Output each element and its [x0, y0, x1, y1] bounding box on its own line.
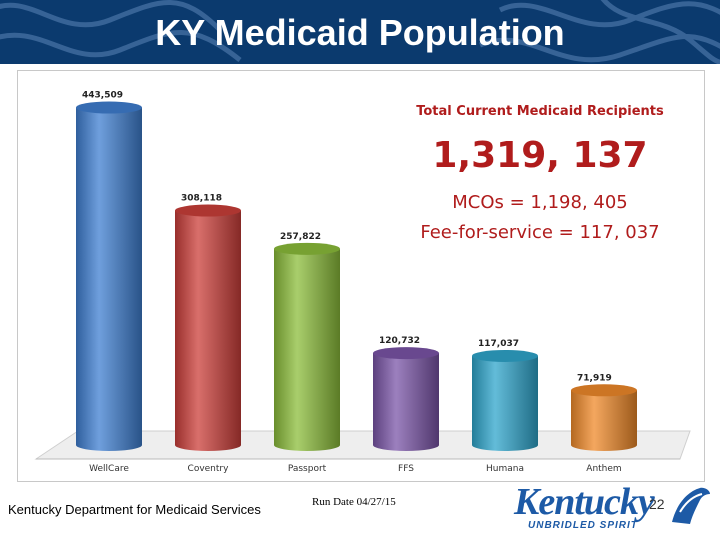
data-label-passport: 257,822	[280, 232, 321, 242]
horse-head-icon	[672, 487, 710, 524]
category-label-humana: Humana	[486, 464, 524, 474]
page-number: 22	[649, 496, 665, 512]
footer-department: Kentucky Department for Medicaid Service…	[8, 502, 261, 517]
data-label-coventry: 308,118	[181, 194, 222, 204]
bar-humana	[472, 349, 538, 451]
fee-for-service-line: Fee-for-service = 117, 037	[420, 222, 659, 243]
data-label-humana: 117,037	[478, 339, 519, 349]
category-label-wellcare: WellCare	[89, 464, 129, 474]
data-label-ffs: 120,732	[379, 336, 420, 346]
category-label-coventry: Coventry	[188, 464, 230, 474]
kentucky-logo: Kentucky UNBRIDLED SPIRIT	[506, 480, 716, 536]
data-label-anthem: 71,919	[577, 373, 612, 383]
logo-wordmark: Kentucky	[514, 481, 655, 523]
slide-title: KY Medicaid Population	[155, 12, 565, 53]
category-label-passport: Passport	[288, 464, 327, 474]
total-recipients-value: 1,319, 137	[432, 135, 647, 176]
bar-chart: 443,509 WellCare 308,118 Coventry 257,822 Pas…	[34, 91, 691, 474]
chart-frame: 443,509 WellCare 308,118 Coventry 257,822 Pas…	[17, 70, 705, 482]
total-recipients-heading: Total Current Medicaid Recipients	[416, 104, 664, 119]
data-label-wellcare: 443,509	[82, 91, 123, 101]
footer-run-date: Run Date 04/27/15	[312, 496, 396, 508]
slide-header: KY Medicaid Population	[0, 0, 720, 64]
logo-tagline: UNBRIDLED SPIRIT	[528, 520, 638, 531]
bar-passport	[274, 242, 340, 451]
category-label-anthem: Anthem	[586, 464, 621, 474]
mco-total-line: MCOs = 1,198, 405	[452, 192, 628, 213]
category-label-ffs: FFS	[398, 464, 414, 474]
bar-wellcare	[76, 101, 142, 452]
bar-anthem	[571, 384, 637, 451]
bar-ffs	[373, 347, 439, 451]
bar-coventry	[175, 204, 241, 451]
header-swirl-pattern	[0, 0, 720, 64]
